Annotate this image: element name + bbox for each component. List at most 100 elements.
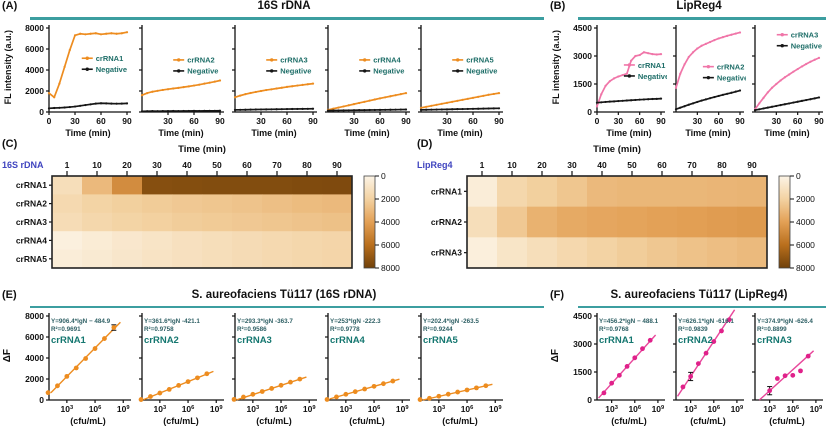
panel-E-rule [30, 305, 544, 308]
svg-text:1: 1 [65, 160, 70, 170]
svg-text:106: 106 [461, 404, 474, 414]
svg-text:90: 90 [494, 116, 504, 126]
svg-text:60: 60 [657, 160, 667, 170]
svg-text:109: 109 [652, 404, 665, 414]
svg-text:6000: 6000 [796, 240, 815, 250]
svg-text:Y=361.6*lgN -421.1: Y=361.6*lgN -421.1 [144, 318, 200, 325]
svg-text:Y=906.4*lgN − 484.9: Y=906.4*lgN − 484.9 [51, 318, 111, 325]
svg-text:8000: 8000 [25, 23, 44, 33]
panel-B-title: LipReg4 [676, 0, 722, 12]
svg-text:106: 106 [786, 404, 799, 414]
svg-text:crRNA2: crRNA2 [678, 335, 713, 346]
svg-text:103: 103 [154, 404, 167, 414]
svg-text:2000: 2000 [25, 86, 44, 96]
svg-text:Negative: Negative [791, 41, 822, 50]
heatmap-chart: Time (min) 16S rDNA 1 10 20 30 40 50 60 70 80 90 crR… [2, 144, 400, 273]
svg-text:crRNA3: crRNA3 [757, 335, 792, 346]
svg-text:2000: 2000 [25, 374, 44, 384]
svg-text:103: 103 [605, 404, 618, 414]
svg-text:6000: 6000 [381, 240, 400, 250]
panel-B-charts: 0 1500 3000 4500 0 30 60 90 Time (min) crRNA1 Nega… [563, 20, 825, 138]
subplot: 30 60 90 Time (min) crRNA5 Negative [418, 24, 504, 138]
svg-text:2000: 2000 [796, 194, 815, 204]
panel-E-ylabel: ΔF [2, 349, 13, 363]
svg-text:crRNA5: crRNA5 [466, 55, 494, 64]
svg-text:90: 90 [215, 116, 225, 126]
svg-text:30: 30 [772, 116, 782, 126]
svg-text:60: 60 [282, 116, 292, 126]
svg-text:103: 103 [247, 404, 260, 414]
svg-text:106: 106 [182, 404, 195, 414]
svg-text:Time (min): Time (min) [251, 128, 296, 138]
svg-text:80: 80 [302, 160, 312, 170]
svg-text:Time (min): Time (min) [685, 128, 730, 138]
svg-text:30: 30 [442, 116, 452, 126]
subplot: 0 1500 3000 4500 103 106 109 (cfu/mL) Y=456.2*lg… [573, 311, 665, 426]
svg-text:Negative: Negative [96, 65, 127, 74]
panel-C-letter: (C) [2, 137, 18, 150]
svg-text:4000: 4000 [381, 217, 400, 227]
svg-text:Negative: Negative [280, 66, 311, 75]
svg-text:LipReg4: LipReg4 [417, 160, 453, 170]
svg-text:60: 60 [714, 116, 724, 126]
svg-text:crRNA5: crRNA5 [16, 253, 47, 263]
svg-text:90: 90 [332, 160, 342, 170]
panel-A-ylabel: FL intensity (a.u.) [2, 30, 13, 105]
svg-text:R²=0.8899: R²=0.8899 [757, 326, 787, 333]
svg-text:Time (min): Time (min) [65, 128, 110, 138]
svg-text:(cfu/mL): (cfu/mL) [769, 416, 805, 426]
panel-F-title: S. aureofaciens Tü117 (LipReg4) [610, 288, 788, 301]
svg-text:109: 109 [396, 404, 409, 414]
svg-text:Negative: Negative [466, 66, 497, 75]
panel-E-letter: (E) [2, 288, 17, 301]
subplot: 0 1500 3000 4500 0 30 60 90 Time (min) crRNA1 Nega… [573, 23, 667, 138]
svg-text:crRNA2: crRNA2 [16, 198, 47, 208]
svg-text:(cfu/mL): (cfu/mL) [442, 416, 478, 426]
svg-text:30: 30 [567, 160, 577, 170]
svg-text:crRNA1: crRNA1 [431, 186, 462, 196]
svg-text:0: 0 [587, 107, 592, 117]
svg-text:6000: 6000 [25, 332, 44, 342]
svg-text:Y=374.9*lgN -626.4: Y=374.9*lgN -626.4 [757, 318, 813, 325]
panel-B-ylabel: FL intensity (a.u.) [550, 30, 561, 105]
svg-text:109: 109 [117, 404, 130, 414]
svg-text:20: 20 [122, 160, 132, 170]
panel-A-body: FL intensity (a.u.) 0 2000 4000 6000 8000 0 30… [0, 20, 548, 138]
subplot: 103 106 109 (cfu/mL) Y=361.6*lgN -421.1R²=0.… [138, 313, 224, 426]
svg-text:crRNA1: crRNA1 [599, 335, 635, 346]
subplot: 30 60 90 Time (min) crRNA2 Negative [139, 24, 225, 138]
svg-text:109: 109 [810, 404, 823, 414]
svg-text:60: 60 [242, 160, 252, 170]
svg-text:Y=293.3*lgN -363.7: Y=293.3*lgN -363.7 [237, 318, 293, 325]
svg-text:0: 0 [39, 107, 44, 117]
svg-text:crRNA1: crRNA1 [638, 60, 666, 69]
svg-text:4000: 4000 [25, 65, 44, 75]
subplot: 103 106 109 (cfu/mL) Y=253*lgN -222.3R²=0.97… [324, 313, 410, 426]
svg-text:R²=0.9758: R²=0.9758 [144, 326, 174, 333]
svg-text:Time (min): Time (min) [593, 144, 641, 155]
svg-text:R²=0.9839: R²=0.9839 [678, 326, 708, 333]
svg-text:crRNA2: crRNA2 [187, 55, 215, 64]
svg-text:1: 1 [480, 160, 485, 170]
svg-text:30: 30 [693, 116, 703, 126]
svg-text:crRNA4: crRNA4 [16, 235, 47, 245]
svg-text:60: 60 [189, 116, 199, 126]
svg-text:109: 109 [489, 404, 502, 414]
svg-text:30: 30 [163, 116, 173, 126]
panel-F-charts: 0 1500 3000 4500 103 106 109 (cfu/mL) Y=456.2*lg… [563, 308, 825, 426]
svg-text:10: 10 [92, 160, 102, 170]
svg-text:1500: 1500 [573, 367, 592, 377]
svg-text:crRNA5: crRNA5 [423, 335, 459, 346]
svg-text:90: 90 [814, 116, 824, 126]
svg-text:Negative: Negative [187, 66, 218, 75]
svg-text:Time (min): Time (min) [764, 128, 809, 138]
svg-text:Negative: Negative [373, 66, 404, 75]
svg-text:crRNA3: crRNA3 [791, 30, 819, 39]
svg-text:Time (min): Time (min) [606, 128, 651, 138]
panel-A-charts: 0 2000 4000 6000 8000 0 30 60 90 Time (min) crRNA1… [15, 20, 505, 138]
svg-text:crRNA4: crRNA4 [373, 55, 401, 64]
panel-A: (A) 16S rDNA FL intensity (a.u.) 0 2000 40… [0, 0, 548, 138]
svg-text:80: 80 [717, 160, 727, 170]
svg-text:10: 10 [507, 160, 517, 170]
svg-text:crRNA2: crRNA2 [717, 62, 745, 71]
